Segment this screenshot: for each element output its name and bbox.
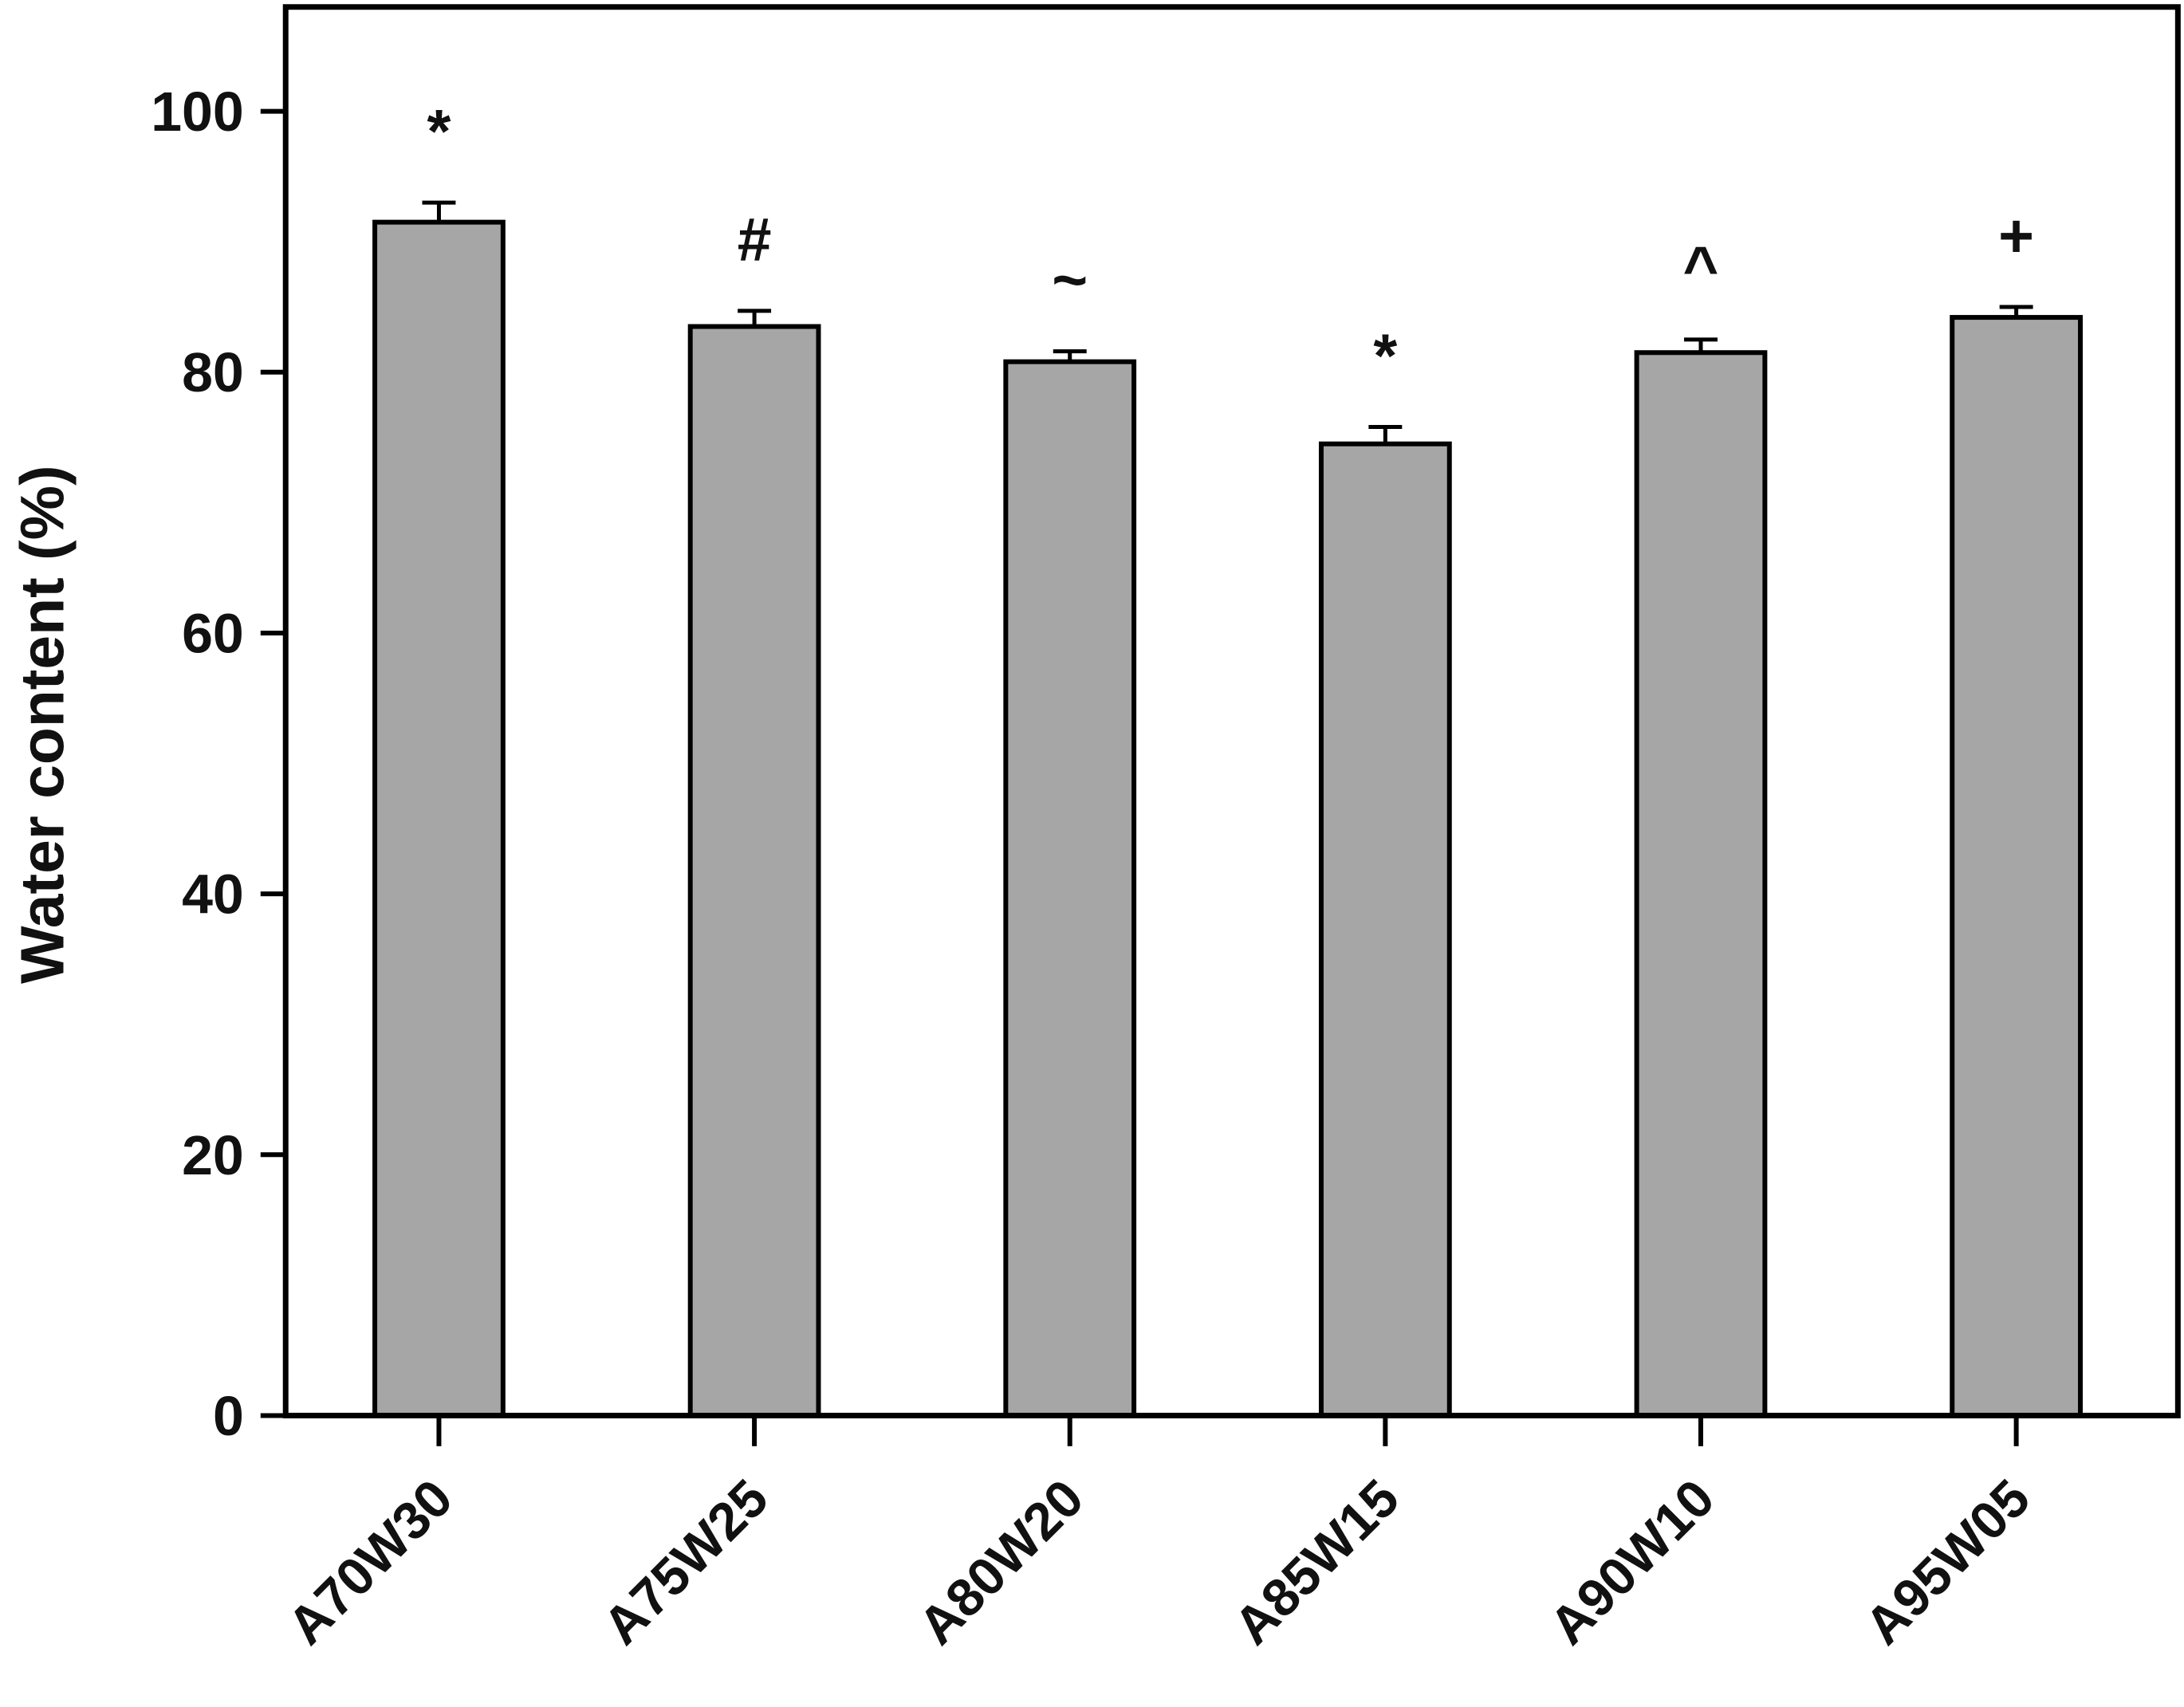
x-tick-label: A70W30	[277, 1469, 464, 1656]
y-tick-label: 80	[182, 341, 244, 403]
y-tick-label: 40	[182, 863, 244, 926]
significance-mark: #	[738, 206, 772, 274]
bar-a85w15	[1318, 441, 1452, 1418]
y-tick-label: 100	[151, 81, 244, 143]
bar-a90w10	[1634, 350, 1768, 1418]
y-axis-ticks: 0 20 40 60 80 100	[151, 81, 286, 1447]
significance-mark: +	[1998, 202, 2034, 270]
y-tick-label: 0	[213, 1385, 244, 1447]
x-axis-ticks: A70W30 A75W25 A80W20 A85W15 A90W10 A95W05	[277, 1415, 2041, 1656]
x-tick-label: A80W20	[907, 1469, 1095, 1656]
plot-frame	[282, 4, 2181, 1418]
y-tick-label: 20	[182, 1124, 244, 1186]
x-tick-label: A95W05	[1854, 1469, 2041, 1656]
y-tick-label: 60	[182, 602, 244, 664]
x-tick-label: A75W25	[592, 1469, 780, 1656]
significance-mark: ^	[1683, 234, 1719, 303]
bar-a95w05	[1950, 315, 2084, 1418]
y-axis-title: Water content (%)	[9, 465, 77, 984]
significance-mark: ~	[1052, 246, 1088, 315]
annotations-layer: * # ~ * ^ +	[427, 97, 2035, 390]
bar-a70w30	[372, 219, 506, 1418]
significance-mark: *	[1373, 322, 1397, 391]
x-tick-label: A90W10	[1539, 1469, 1726, 1656]
error-bars-layer	[422, 200, 2033, 444]
bar-a75w25	[687, 324, 821, 1418]
bar-a80w20	[1003, 359, 1137, 1418]
significance-mark: *	[427, 97, 451, 166]
x-tick-label: A85W15	[1223, 1469, 1411, 1656]
bars-layer	[372, 219, 2084, 1418]
